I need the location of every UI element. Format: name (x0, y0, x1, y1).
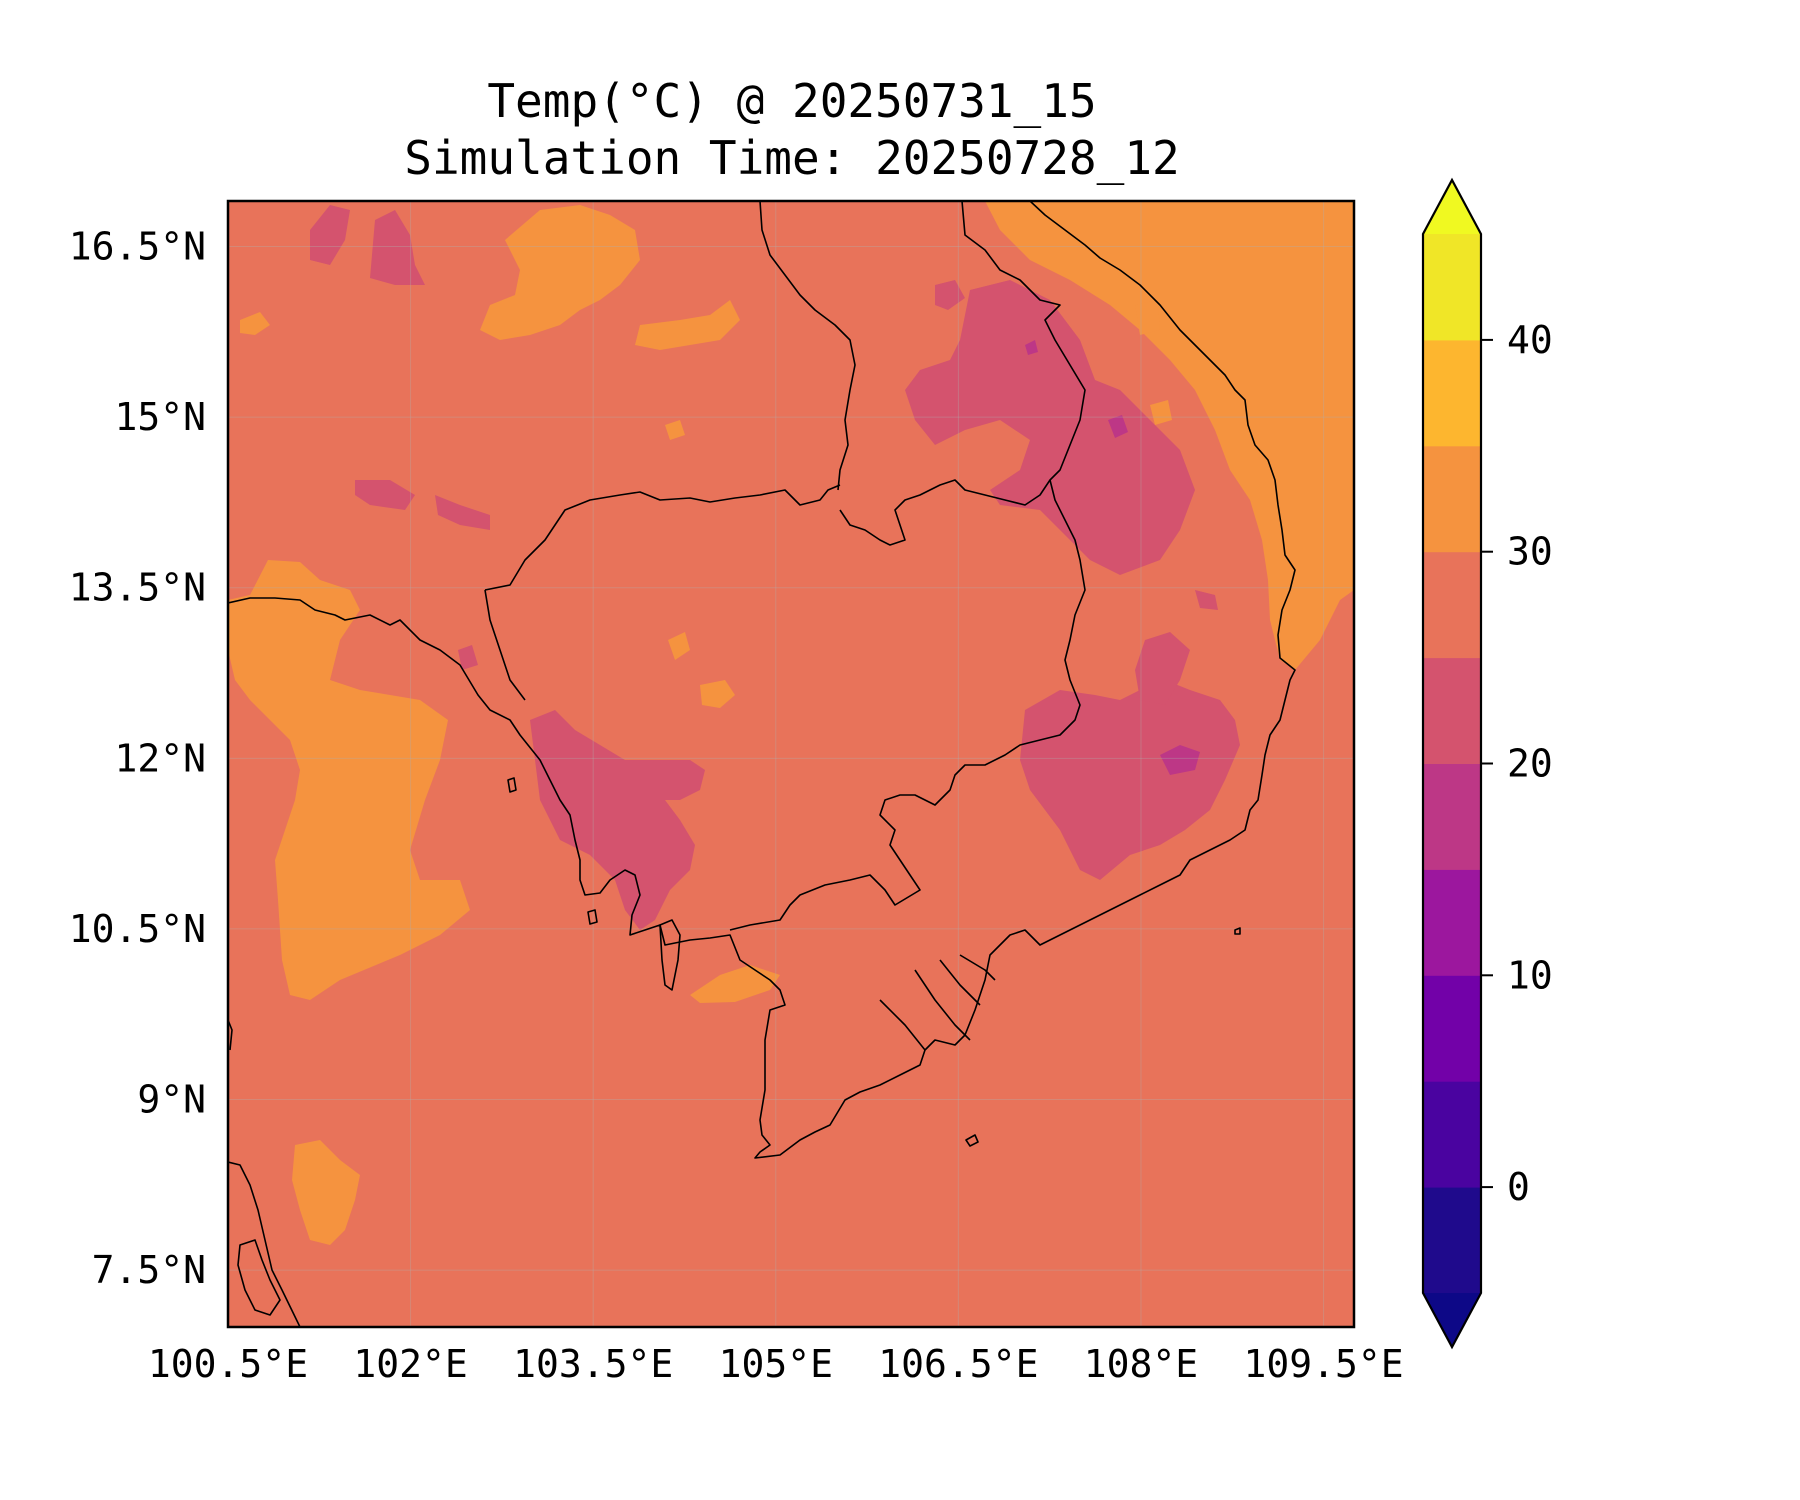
cold-pocket-2 (1108, 415, 1128, 438)
colorbar-tick-label: 30 (1507, 530, 1553, 574)
x-tick-label: 108°E (1084, 1342, 1198, 1386)
cool-north-patch-2 (370, 210, 425, 285)
y-tick-label: 9°N (137, 1078, 206, 1122)
border-laos-vietnam (839, 201, 1086, 546)
colorbar-segment (1423, 234, 1481, 341)
warm-north-patch-2 (635, 300, 740, 350)
warm-west-coast (228, 560, 470, 1000)
border-west-thai (484, 589, 526, 701)
colorbar-segment (1423, 657, 1481, 764)
colorbar-tick-label: 40 (1507, 318, 1553, 362)
colorbar-tick-label: 20 (1507, 742, 1553, 786)
island-small-2 (507, 777, 517, 793)
island-small-3 (587, 909, 598, 925)
cool-small-patch-b (1195, 590, 1218, 610)
cool-north-patch-4 (435, 495, 490, 530)
x-axis-ticks: 100.5°E 102°E 103.5°E 105°E 106.5°E 108°E 109.… (148, 1342, 1404, 1386)
border-cambodia-vietnam (729, 479, 1086, 931)
colorbar-segment (1423, 869, 1481, 976)
coastline-island-west (237, 1239, 281, 1316)
y-axis-ticks: 16.5°N 15°N 13.5°N 12°N 10.5°N 9°N 7.5°N (69, 224, 206, 1292)
warm-small-patch-a (665, 420, 685, 440)
x-tick-label: 109.5°E (1243, 1342, 1403, 1386)
colorbar-extend-min (1423, 1293, 1481, 1347)
warm-small-patch-b (700, 680, 735, 708)
cool-cardamom (530, 710, 705, 930)
y-tick-label: 16.5°N (69, 224, 206, 268)
coastline-west-peninsula (228, 1161, 301, 1327)
title-line-1: Temp(°C) @ 20250731_15 (487, 74, 1096, 128)
warm-north-patch-3 (240, 312, 270, 335)
y-tick-label: 7.5°N (92, 1248, 206, 1292)
warm-small-patch-c (668, 632, 690, 660)
colorbar-extend-max (1423, 180, 1481, 234)
x-tick-label: 105°E (719, 1342, 833, 1386)
colorbar-segment (1423, 1187, 1481, 1294)
x-tick-label: 103.5°E (513, 1342, 673, 1386)
cool-region-layer (310, 205, 1240, 930)
colorbar-segment (1423, 975, 1481, 1082)
map-frame (226, 199, 1356, 1329)
delta-channel-3 (939, 959, 981, 1006)
island-phu-quoc (659, 919, 681, 991)
delta-channel-1 (879, 999, 926, 1051)
cool-south-highlands (1020, 680, 1240, 880)
colorbar-tick-label: 0 (1507, 1165, 1530, 1209)
warm-southwest-patch (292, 1140, 360, 1245)
x-tick-label: 102°E (353, 1342, 467, 1386)
cool-north-patch-5 (935, 280, 965, 310)
cool-highland-finger (1135, 632, 1190, 705)
colorbar-segment (1423, 763, 1481, 870)
y-tick-label: 10.5°N (69, 907, 206, 951)
cold-pocket-1 (1160, 745, 1200, 775)
cool-central-highlands (905, 280, 1195, 575)
title-line-2: Simulation Time: 20250728_12 (404, 131, 1179, 185)
warm-north-patch-1 (480, 205, 640, 340)
warm-region-layer (228, 201, 1354, 1245)
y-tick-label: 13.5°N (69, 566, 206, 610)
island-small-1 (1234, 927, 1241, 935)
colorbar-segment (1423, 339, 1481, 447)
map-panel (228, 201, 1354, 1327)
y-tick-label: 15°N (114, 395, 206, 439)
cool-north-patch-1 (310, 205, 350, 265)
island-con-dao (965, 1134, 979, 1147)
cool-north-patch-3 (355, 480, 415, 510)
delta-channel-4 (959, 954, 996, 981)
colorbar-segment (1423, 551, 1481, 659)
warm-coastal-patch-2 (1150, 400, 1172, 425)
warm-coastal-patch (1135, 300, 1160, 335)
colorbar-tick-label: 10 (1507, 953, 1553, 997)
colorbar-outline (1421, 177, 1483, 1350)
warm-south-china-sea (985, 201, 1354, 670)
colorbar: 0 10 20 30 40 (1421, 177, 1553, 1350)
coastlines-borders (228, 201, 1296, 1327)
y-tick-label: 12°N (114, 736, 206, 780)
x-tick-label: 106.5°E (878, 1342, 1038, 1386)
border-laos-thai (759, 201, 856, 491)
coastline-west-edge (228, 1019, 233, 1051)
gridlines (228, 201, 1354, 1327)
x-tick-label: 100.5°E (148, 1342, 308, 1386)
cool-small-patch-a (458, 645, 478, 670)
colorbar-segment (1423, 1081, 1481, 1188)
cold-pocket-3 (1025, 340, 1038, 355)
border-thai-cambodia (484, 484, 841, 591)
warm-gulf-patch (690, 965, 780, 1003)
colorbar-segment (1423, 445, 1481, 553)
delta-channel-2 (914, 969, 971, 1041)
coastline-gulf-of-thailand (228, 201, 1296, 1159)
